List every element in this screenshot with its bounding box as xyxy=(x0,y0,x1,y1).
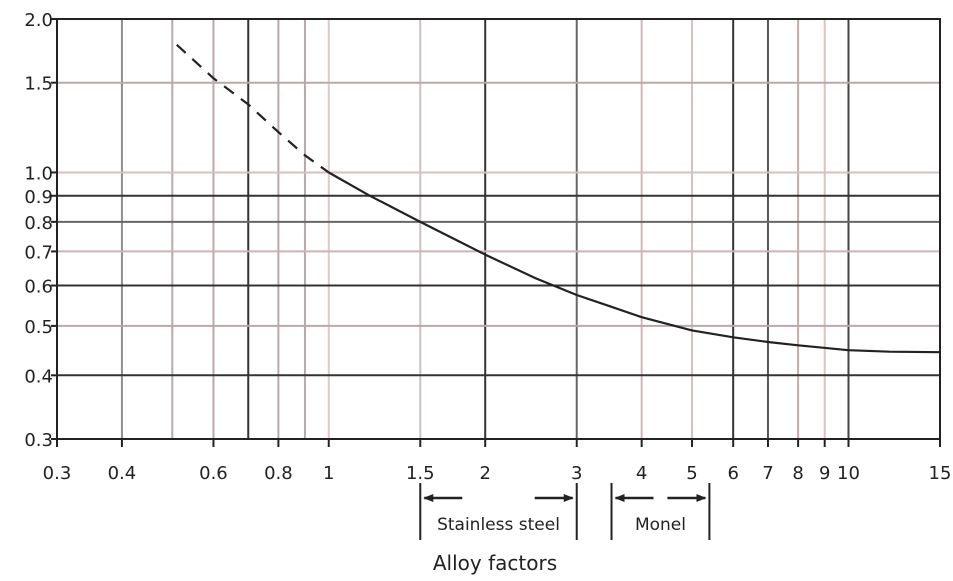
y-tick-label: 1.5 xyxy=(24,74,53,95)
plot-border xyxy=(56,18,941,440)
y-tick-label: 0.6 xyxy=(24,277,53,298)
x-tick-label: 5 xyxy=(686,463,697,484)
y-tick-label: 0.3 xyxy=(24,430,53,451)
extrapolated-curve xyxy=(176,43,330,174)
y-tick-label: 1.0 xyxy=(24,163,53,184)
y-tick-label: 0.7 xyxy=(24,242,53,263)
stainless-steel-label: Stainless steel xyxy=(437,515,560,535)
x-tick-label: 6 xyxy=(727,463,738,484)
x-tick-labels: 0.3 0.4 0.6 0.8 1 1.5 2 3 4 5 6 7 8 9 10 15 xyxy=(43,463,952,484)
x-tick-label: 9 xyxy=(819,463,830,484)
x-tick-label: 0.4 xyxy=(108,463,137,484)
y-tick-labels: 0.3 0.4 0.5 0.6 0.7 0.8 0.9 1.0 1.5 2.0 xyxy=(24,10,53,451)
x-tick-label: 1 xyxy=(323,463,334,484)
grid-lines xyxy=(57,19,940,439)
x-tick-label: 4 xyxy=(636,463,647,484)
alloy-ranges: Stainless steel Monel xyxy=(419,483,711,540)
y-tick-label: 0.8 xyxy=(24,213,53,234)
curve xyxy=(176,43,941,354)
x-tick-label: 3 xyxy=(571,463,582,484)
y-tick-label: 2.0 xyxy=(24,10,53,31)
y-tick-label: 0.9 xyxy=(24,187,53,208)
x-tick-label: 1.5 xyxy=(406,463,435,484)
y-tick-label: 0.4 xyxy=(24,366,53,387)
y-tick-label: 0.5 xyxy=(24,317,53,338)
x-tick-label: 7 xyxy=(762,463,773,484)
x-tick-label: 10 xyxy=(837,463,860,484)
alloy-factor-curve xyxy=(328,171,941,354)
x-tick-label: 2 xyxy=(479,463,490,484)
x-tick-label: 15 xyxy=(929,463,952,484)
plot-frame xyxy=(51,18,941,447)
x-axis-label: Alloy factors xyxy=(433,551,557,575)
monel-label: Monel xyxy=(635,515,686,535)
x-tick-label: 0.8 xyxy=(264,463,293,484)
x-tick-label: 0.6 xyxy=(199,463,228,484)
x-tick-label: 8 xyxy=(792,463,803,484)
x-tick-label: 0.3 xyxy=(43,463,72,484)
